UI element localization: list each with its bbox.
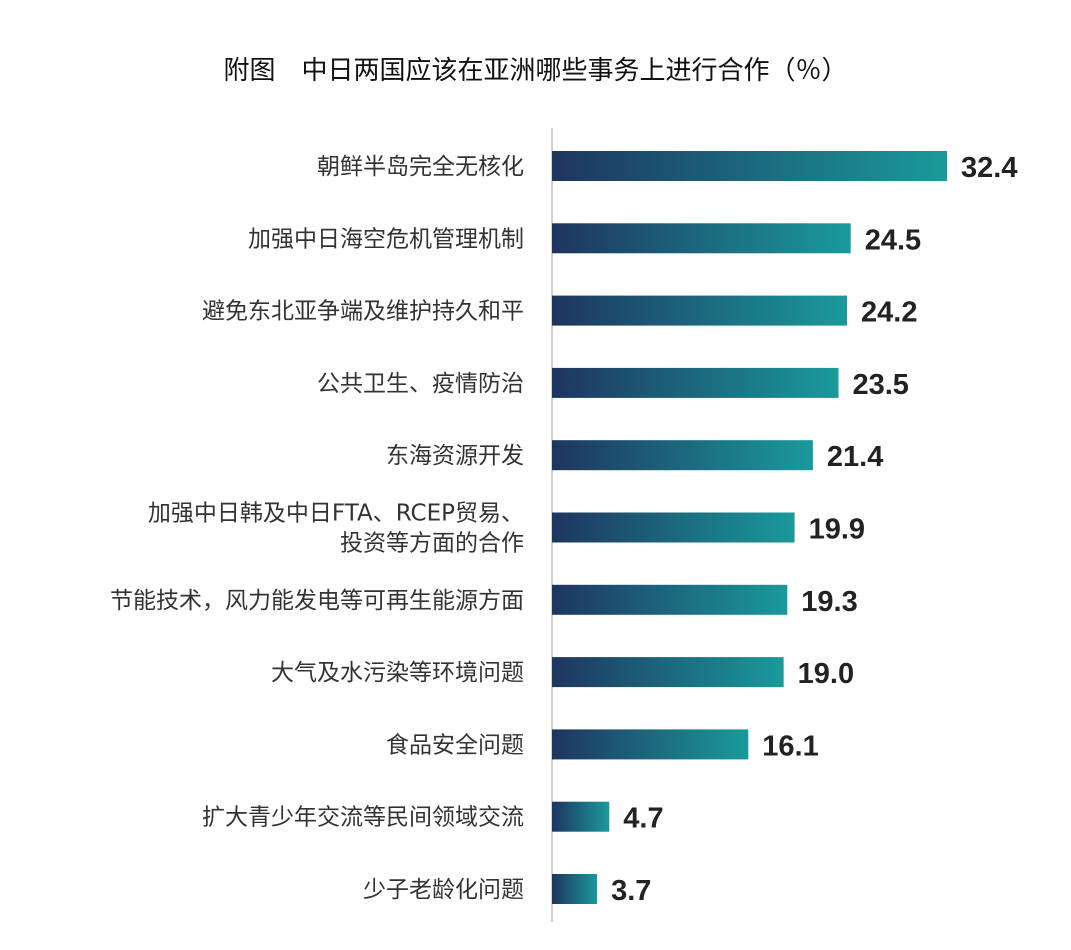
value-label-2: 24.2	[861, 297, 917, 329]
category-label-3: 公共卫生、疫情防治	[317, 371, 524, 397]
category-label-5-line-1: 投资等方面的合作	[340, 531, 524, 557]
bar-3	[552, 367, 839, 398]
value-label-7: 19.0	[798, 658, 854, 690]
category-label-4: 东海资源开发	[386, 443, 524, 469]
value-label-0: 32.4	[961, 152, 1017, 184]
bar-6	[552, 584, 788, 615]
bar-2	[552, 295, 848, 326]
bar-7	[552, 657, 784, 688]
value-label-3: 23.5	[852, 369, 908, 401]
bar-9	[552, 801, 610, 832]
bar-8	[552, 729, 749, 760]
bar-1	[552, 223, 851, 254]
value-label-1: 24.5	[865, 224, 921, 256]
bar-5	[552, 512, 795, 543]
value-label-4: 21.4	[827, 441, 883, 473]
value-label-5: 19.9	[809, 514, 865, 546]
value-label-6: 19.3	[801, 586, 857, 618]
category-label-0: 朝鲜半岛完全无核化	[317, 154, 524, 180]
value-label-8: 16.1	[762, 730, 818, 762]
bar-0	[552, 151, 947, 181]
bar-4	[552, 440, 813, 471]
chart-title: 附图 中日两国应该在亚洲哪些事务上进行合作（％）	[223, 56, 848, 86]
category-label-9: 扩大青少年交流等民间领域交流	[202, 805, 524, 831]
category-label-8: 食品安全问题	[386, 732, 524, 758]
category-label-5-line-0: 加强中日韩及中日FTA、RCEP贸易、	[148, 501, 524, 527]
bar-10	[552, 874, 598, 904]
category-label-6: 节能技术，风力能发电等可再生能源方面	[110, 588, 524, 614]
bar-group: 32.4 朝鲜半岛完全无核化 24.5 加强中日海空危机管理机制 24.2 避免东北亚争端…	[110, 151, 1017, 907]
category-label-1: 加强中日海空危机管理机制	[248, 226, 524, 252]
category-label-10: 少子老龄化问题	[363, 877, 524, 903]
category-label-7: 大气及水污染等环境问题	[271, 660, 524, 686]
value-label-10: 3.7	[611, 875, 651, 907]
category-label-2: 避免东北亚争端及维护持久和平	[202, 299, 524, 325]
value-label-9: 4.7	[623, 803, 663, 835]
